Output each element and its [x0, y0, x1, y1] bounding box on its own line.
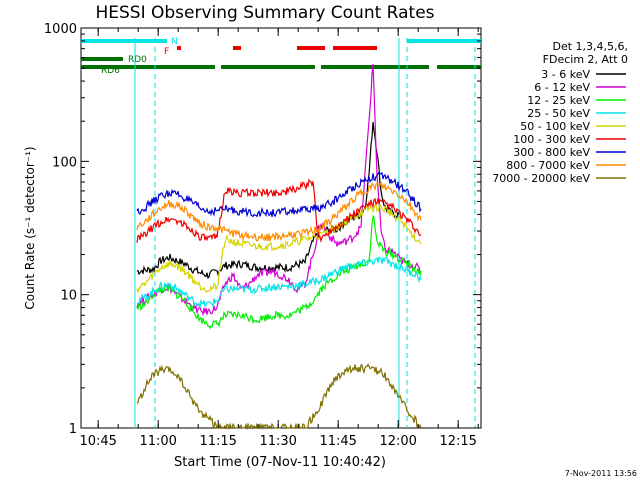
- y-tick-label: 1000: [44, 22, 77, 37]
- series-line-6: [136, 178, 422, 243]
- flag-label-f: F: [164, 47, 169, 57]
- timestamp: 7-Nov-2011 13:56: [565, 469, 637, 478]
- plot-border: [80, 27, 482, 429]
- legend-entry-label: 6 - 12 keV: [534, 81, 590, 94]
- x-tick-label: 12:15: [439, 434, 476, 449]
- legend-entry-label: 7000 - 20000 keV: [492, 172, 590, 185]
- x-tick-label: 12:00: [379, 434, 416, 449]
- flag-bars: NF RD0 RD6: [81, 37, 481, 76]
- series-line-2: [136, 63, 422, 317]
- flag-label-n: N: [171, 37, 178, 47]
- x-tick-label: 11:30: [259, 434, 296, 449]
- series-line-9: [136, 363, 422, 431]
- series-line-8: [136, 181, 422, 242]
- legend-entry-label: 100 - 300 keV: [513, 133, 590, 146]
- flag-label-rd6: RD6: [101, 66, 120, 76]
- y-tick-label: 1: [69, 422, 77, 437]
- legend-entry-label: 3 - 6 keV: [541, 68, 590, 81]
- x-tick-label: 10:45: [79, 434, 116, 449]
- legend-header-line: FDecim 2, Att 0: [543, 53, 628, 66]
- legend-header-line: Det 1,3,4,5,6,: [552, 40, 628, 53]
- series-line-3: [136, 214, 422, 330]
- legend-entry-label: 25 - 50 keV: [527, 107, 590, 120]
- series-line-5: [136, 202, 422, 293]
- x-axis-label: Start Time (07-Nov-11 10:40:42): [174, 455, 386, 470]
- plot-frame: [80, 27, 482, 429]
- night-markers: [134, 38, 476, 428]
- x-tick-label: 11:00: [139, 434, 176, 449]
- y-tick-label: 10: [60, 289, 77, 304]
- legend-entry-label: 300 - 800 keV: [513, 146, 590, 159]
- series-line-4: [136, 256, 422, 308]
- legend: Det 1,3,4,5,6,FDecim 2, Att 0 3 - 6 keV6 …: [492, 40, 628, 185]
- y-axis-label: Count Rate (s⁻¹ detector⁻¹): [23, 146, 37, 309]
- series-lines: [136, 63, 422, 431]
- legend-entry-label: 50 - 100 keV: [520, 120, 590, 133]
- legend-entry-label: 800 - 7000 keV: [506, 159, 590, 172]
- flag-label-rd0: RD0: [128, 55, 147, 65]
- chart-title: HESSI Observing Summary Count Rates: [95, 3, 434, 23]
- series-line-7: [136, 171, 422, 218]
- series-line-1: [136, 121, 400, 280]
- x-tick-label: 11:15: [199, 434, 236, 449]
- axes: 1 10 100 1000 10:45 11:00 11:15 11:30 11:45 12:00…: [44, 22, 481, 449]
- y-tick-label: 100: [52, 155, 77, 170]
- legend-entry-label: 12 - 25 keV: [527, 94, 590, 107]
- x-tick-label: 11:45: [319, 434, 356, 449]
